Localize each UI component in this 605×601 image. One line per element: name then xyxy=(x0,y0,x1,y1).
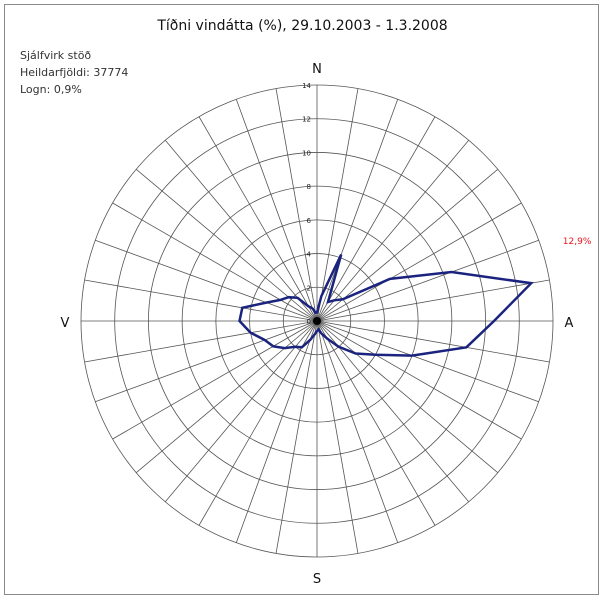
direction-label-v: V xyxy=(61,316,70,331)
grid-spoke xyxy=(316,320,522,440)
grid-spoke xyxy=(164,320,318,503)
grid-spoke xyxy=(316,320,359,554)
chart-title: Tíðni vindátta (%), 29.10.2003 - 1.3.200… xyxy=(157,18,448,34)
grid-spoke xyxy=(316,239,539,322)
grid-spoke xyxy=(316,168,499,322)
grid-spoke xyxy=(275,88,318,322)
grid-spoke xyxy=(316,320,539,403)
direction-label-n: N xyxy=(312,62,322,77)
radial-axis-ticks: 0 2 4 6 8 10 12 14 xyxy=(302,82,311,326)
grid-spoke xyxy=(316,116,436,322)
grid-spoke xyxy=(84,320,318,363)
polar-grid xyxy=(80,84,554,558)
grid-spoke xyxy=(235,99,318,322)
grid-spoke xyxy=(135,168,318,322)
total-count-label: Heildarfjöldi: 37774 xyxy=(20,66,129,79)
max-value-label: 12,9% xyxy=(563,237,592,247)
grid-spoke xyxy=(95,320,318,403)
direction-labels: N A S V 12,9% xyxy=(61,62,592,587)
calm-label: Logn: 0,9% xyxy=(20,83,82,96)
grid-spoke xyxy=(316,320,550,363)
grid-spoke xyxy=(316,320,470,503)
grid-spoke xyxy=(84,279,318,322)
wind-frequency-series xyxy=(238,253,534,357)
grid-spoke xyxy=(112,320,318,440)
direction-label-s: S xyxy=(313,572,321,587)
grid-spoke xyxy=(198,116,318,322)
grid-spoke xyxy=(316,320,436,526)
grid-spoke xyxy=(135,320,318,474)
grid-spoke xyxy=(316,320,499,474)
grid-spoke xyxy=(316,139,470,322)
grid-spoke xyxy=(235,320,318,543)
grid-spoke xyxy=(95,239,318,322)
grid-spoke xyxy=(198,320,318,526)
grid-spoke xyxy=(316,320,399,543)
grid-spoke xyxy=(316,99,399,322)
calm-center-dot xyxy=(313,317,321,325)
radial-tick-label: 12 xyxy=(302,116,311,124)
grid-spoke xyxy=(164,139,318,322)
grid-spoke xyxy=(316,279,550,322)
radial-tick-label: 0 xyxy=(307,318,311,326)
radial-tick-label: 6 xyxy=(307,217,312,225)
radial-tick-label: 4 xyxy=(307,251,312,259)
radial-tick-label: 2 xyxy=(307,284,311,292)
station-type-label: Sjálfvirk stöð xyxy=(20,49,92,62)
direction-label-a: A xyxy=(565,316,574,331)
grid-spoke xyxy=(316,202,522,322)
radial-tick-label: 14 xyxy=(302,82,311,90)
grid-spoke xyxy=(275,320,318,554)
grid-spoke xyxy=(316,88,359,322)
radial-tick-label: 8 xyxy=(307,183,311,191)
radial-tick-label: 10 xyxy=(302,149,311,157)
grid-spoke xyxy=(112,202,318,322)
